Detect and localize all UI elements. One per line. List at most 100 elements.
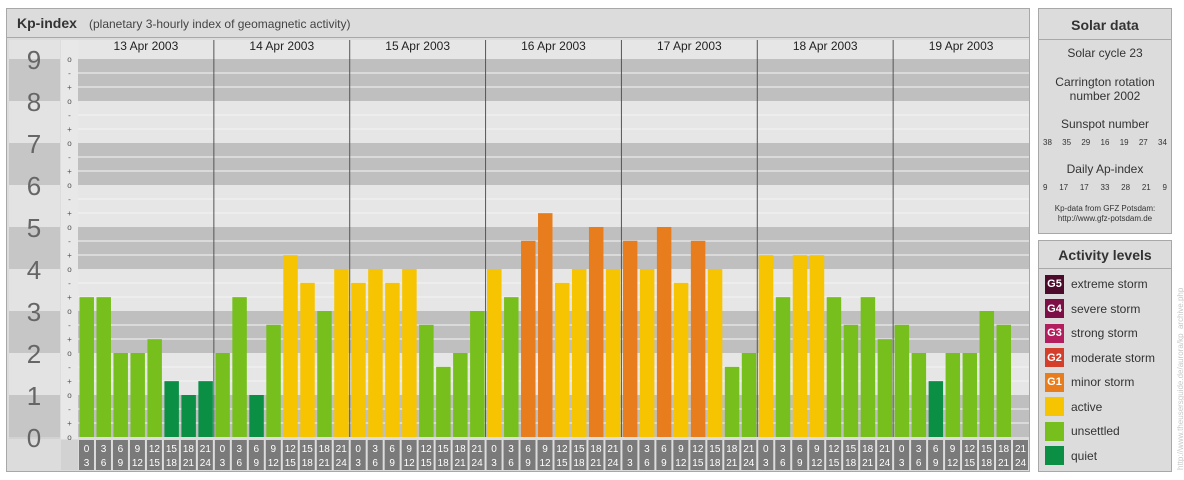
kp-bar xyxy=(130,353,145,437)
kp-bar xyxy=(147,339,162,437)
hour-label-box xyxy=(639,440,655,470)
hour-start-label: 3 xyxy=(237,444,243,455)
kp-bar xyxy=(436,366,451,437)
hour-label-box xyxy=(146,440,162,470)
sub-tick-label: + xyxy=(67,335,72,344)
kp-bar xyxy=(945,353,961,437)
kp-bar xyxy=(605,269,621,437)
hour-end-label: 24 xyxy=(200,458,212,469)
hour-end-label: 3 xyxy=(220,458,226,469)
day-label: 15 Apr 2003 xyxy=(385,39,450,53)
day-label: 17 Apr 2003 xyxy=(657,39,722,53)
sunspot-value: 29 xyxy=(1081,138,1091,147)
hour-start-label: 9 xyxy=(950,444,956,455)
hour-end-label: 18 xyxy=(845,458,857,469)
kp-bar xyxy=(707,269,723,437)
hour-end-label: 15 xyxy=(964,458,976,469)
hour-start-label: 12 xyxy=(964,444,976,455)
hour-label-box xyxy=(503,440,519,470)
hour-end-label: 15 xyxy=(556,458,568,469)
day-label: 14 Apr 2003 xyxy=(249,39,314,53)
kp-bar xyxy=(487,269,502,437)
y-tick-label: 5 xyxy=(27,213,41,243)
hour-label-box xyxy=(112,440,128,470)
hour-start-label: 0 xyxy=(355,444,361,455)
hour-end-label: 15 xyxy=(692,458,704,469)
hour-label-box xyxy=(282,440,298,470)
sub-tick-label: - xyxy=(68,237,71,246)
kp-bar xyxy=(979,311,995,437)
sub-tick-label: - xyxy=(68,111,71,120)
hour-start-label: 15 xyxy=(166,444,178,455)
hour-start-label: 21 xyxy=(1015,444,1027,455)
kp-bar xyxy=(843,324,859,437)
hour-start-label: 9 xyxy=(271,444,277,455)
carrington-line1: Carrington rotation xyxy=(1055,75,1155,89)
hour-label-box xyxy=(248,440,264,470)
hour-end-label: 9 xyxy=(933,458,939,469)
hour-label-box xyxy=(265,440,281,470)
kp-bar xyxy=(164,381,179,437)
hour-start-label: 15 xyxy=(981,444,993,455)
hour-end-label: 12 xyxy=(404,458,416,469)
hour-end-label: 6 xyxy=(237,458,243,469)
sub-tick-label: + xyxy=(67,209,72,218)
ap-value: 21 xyxy=(1141,183,1151,192)
hour-label-box xyxy=(911,440,927,470)
hour-start-label: 21 xyxy=(743,444,755,455)
hour-label-box xyxy=(520,440,536,470)
hour-start-label: 9 xyxy=(135,444,141,455)
hour-label-box xyxy=(197,440,213,470)
ap-index-label: Daily Ap-index xyxy=(1066,162,1144,176)
hour-label-box xyxy=(316,440,332,470)
hour-end-label: 6 xyxy=(372,458,378,469)
kp-bar xyxy=(266,324,281,437)
hour-start-label: 21 xyxy=(336,444,348,455)
hour-start-label: 12 xyxy=(556,444,568,455)
hour-end-label: 9 xyxy=(525,458,531,469)
hour-end-label: 21 xyxy=(590,458,602,469)
hour-label-box xyxy=(690,440,706,470)
hour-start-label: 21 xyxy=(472,444,484,455)
legend-label: active xyxy=(1071,399,1103,414)
kp-bar xyxy=(232,297,247,437)
hour-label-box xyxy=(758,440,774,470)
hour-label-box xyxy=(95,440,111,470)
hour-end-label: 15 xyxy=(285,458,297,469)
sub-tick-label: o xyxy=(67,97,72,106)
hour-label-box xyxy=(741,440,757,470)
hour-end-label: 9 xyxy=(661,458,667,469)
ap-value: 17 xyxy=(1079,183,1089,192)
hour-label-box xyxy=(571,440,587,470)
hour-label-box xyxy=(979,440,995,470)
sub-tick-label: - xyxy=(68,153,71,162)
hour-start-label: 6 xyxy=(661,444,667,455)
legend-swatch xyxy=(1045,397,1064,416)
hour-end-label: 24 xyxy=(743,458,755,469)
hour-start-label: 6 xyxy=(525,444,531,455)
data-source-line1: Kp-data from GFZ Potsdam: xyxy=(1054,204,1156,213)
hour-label-box xyxy=(554,440,570,470)
hour-label-box xyxy=(384,440,400,470)
kp-bar xyxy=(741,353,757,437)
sub-tick-label: + xyxy=(67,377,72,386)
hour-end-label: 6 xyxy=(916,458,922,469)
hour-start-label: 18 xyxy=(455,444,467,455)
y-band xyxy=(9,59,60,101)
kp-bar xyxy=(419,324,434,437)
data-source-link[interactable]: http://www.gfz-potsdam.de xyxy=(1057,214,1153,223)
hour-start-label: 6 xyxy=(797,444,803,455)
kp-bar xyxy=(690,240,706,437)
kp-bar xyxy=(351,282,366,437)
legend-label: minor storm xyxy=(1071,375,1135,389)
hour-start-label: 15 xyxy=(709,444,721,455)
hour-start-label: 6 xyxy=(118,444,124,455)
sub-tick-label: + xyxy=(67,125,72,134)
hour-label-box xyxy=(656,440,672,470)
activity-levels-panel: Activity levels G5 extreme storm G4 severe … xyxy=(1038,240,1172,472)
hour-end-label: 3 xyxy=(355,458,361,469)
hour-label-corner xyxy=(61,440,78,470)
hour-label-box xyxy=(792,440,808,470)
hour-label-box xyxy=(707,440,723,470)
kp-bar xyxy=(656,227,672,437)
